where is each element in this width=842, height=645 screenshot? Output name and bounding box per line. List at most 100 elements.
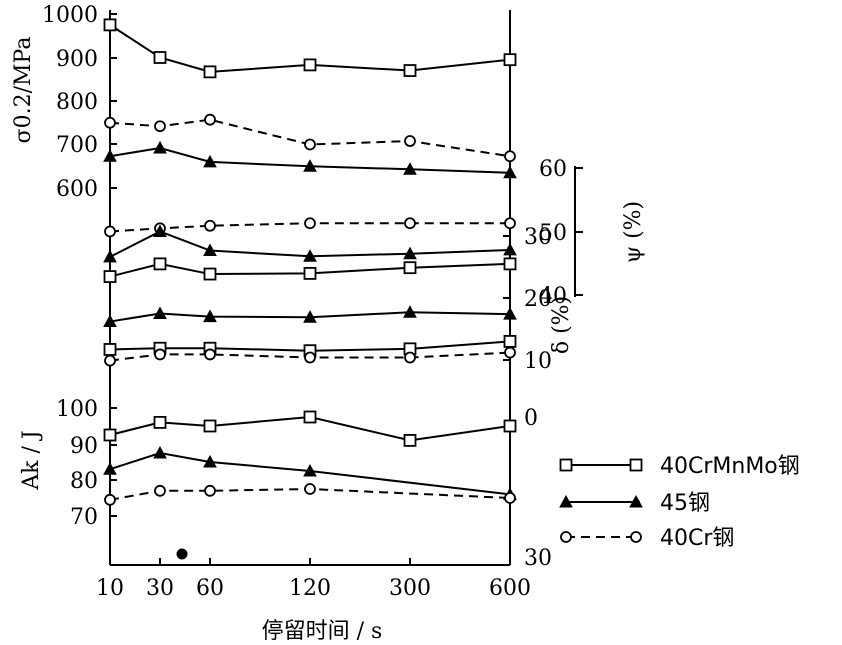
circle-marker — [630, 531, 642, 543]
circle-marker — [504, 150, 516, 163]
series-line-psi — [109, 262, 511, 278]
series-line-sigma — [109, 146, 511, 174]
square-marker — [203, 267, 217, 281]
series-line-psi — [109, 230, 511, 258]
series-line-ak — [109, 487, 511, 501]
circle-marker — [504, 217, 516, 230]
series-line-delta — [109, 340, 511, 352]
square-marker — [103, 18, 117, 32]
triangle-marker — [153, 306, 167, 319]
circle-marker — [104, 354, 116, 367]
square-marker — [559, 458, 573, 472]
square-marker — [153, 51, 167, 64]
square-marker — [503, 419, 517, 433]
x-tick-label: 300 — [389, 576, 431, 601]
y-axis-label-delta: δ (%) — [549, 296, 574, 354]
triangle-marker — [153, 445, 167, 459]
circle-marker — [204, 484, 216, 497]
circle-marker — [104, 116, 116, 129]
circle-marker — [404, 217, 416, 230]
y-axis-label-psi: ψ (%) — [621, 201, 646, 263]
series-layer — [103, 18, 517, 560]
triangle-marker — [103, 249, 117, 263]
square-marker — [103, 270, 117, 283]
axes — [109, 10, 583, 566]
triangle-marker — [403, 162, 417, 175]
triangle-marker — [203, 454, 217, 468]
triangle-marker — [503, 307, 517, 320]
x-tick-label: 600 — [489, 576, 531, 601]
circle-marker — [304, 351, 316, 364]
triangle-marker — [203, 243, 217, 257]
circle-marker — [204, 113, 216, 126]
triangle-marker — [503, 242, 517, 256]
triangle-marker — [303, 310, 317, 323]
x-tick-label: 120 — [289, 576, 331, 601]
triangle-marker — [403, 246, 417, 260]
y-tick-label: 800 — [56, 90, 98, 115]
x-axis-label: 停留时间 / s — [262, 619, 383, 644]
circle-marker — [304, 483, 316, 495]
y-tick-label: 700 — [56, 133, 98, 158]
triangle-marker — [303, 249, 317, 262]
legend-label: 40Cr钢 — [660, 526, 734, 551]
y-tick-label: 900 — [56, 47, 98, 72]
circle-marker — [404, 351, 416, 364]
y-tick-label: 50 — [539, 221, 567, 246]
triangle-marker — [303, 159, 317, 172]
legend-label: 45钢 — [660, 491, 710, 516]
square-marker — [203, 65, 217, 79]
triangle-marker — [303, 463, 317, 477]
y-tick-label: 20 — [524, 287, 552, 312]
circle-marker — [154, 484, 166, 497]
circle-marker — [154, 348, 166, 361]
circle-marker — [304, 138, 316, 151]
circle-marker — [104, 225, 116, 238]
square-marker — [503, 53, 517, 67]
triangle-marker — [103, 149, 117, 162]
square-marker — [403, 64, 417, 77]
circle-marker — [304, 217, 316, 230]
circle-marker — [560, 531, 572, 543]
triangle-marker — [153, 140, 167, 154]
square-marker — [303, 267, 317, 280]
x-tick-label: 10 — [96, 576, 124, 601]
series-line-sigma — [109, 118, 511, 158]
y-tick-label: 30 — [524, 546, 552, 571]
triangle-marker — [403, 305, 417, 318]
square-marker — [629, 458, 643, 472]
y-tick-label: 0 — [524, 406, 538, 431]
square-marker — [203, 419, 217, 433]
series-line-ak — [109, 415, 511, 442]
y-tick-label: 30 — [524, 225, 552, 250]
square-marker — [153, 257, 167, 271]
square-marker — [403, 261, 417, 275]
y-axis-label-ak: Ak / J — [19, 430, 44, 490]
y-tick-label: 80 — [70, 469, 98, 494]
y-tick-label: 70 — [70, 505, 98, 530]
circle-marker — [504, 492, 516, 504]
stray-point — [176, 548, 188, 560]
square-marker — [303, 410, 317, 424]
triangle-marker — [153, 224, 167, 237]
triangle-marker — [103, 314, 117, 328]
circle-marker — [204, 219, 216, 232]
series-line-psi — [109, 222, 510, 233]
y-tick-label: 100 — [56, 397, 98, 422]
square-marker — [403, 433, 417, 447]
triangle-marker — [203, 154, 217, 168]
y-axis-label-sigma: σ0.2/MPa — [11, 37, 36, 144]
y-tick-label: 600 — [56, 177, 98, 202]
y-tick-label: 90 — [70, 434, 98, 459]
circle-marker — [404, 135, 416, 147]
x-tick-label: 30 — [146, 576, 174, 601]
circle-marker — [104, 493, 116, 506]
y-tick-label: 1000 — [42, 3, 98, 28]
square-marker — [303, 58, 317, 72]
square-marker — [103, 428, 117, 442]
square-marker — [153, 415, 167, 429]
y-tick-label: 60 — [539, 157, 567, 182]
triangle-marker — [503, 165, 517, 179]
